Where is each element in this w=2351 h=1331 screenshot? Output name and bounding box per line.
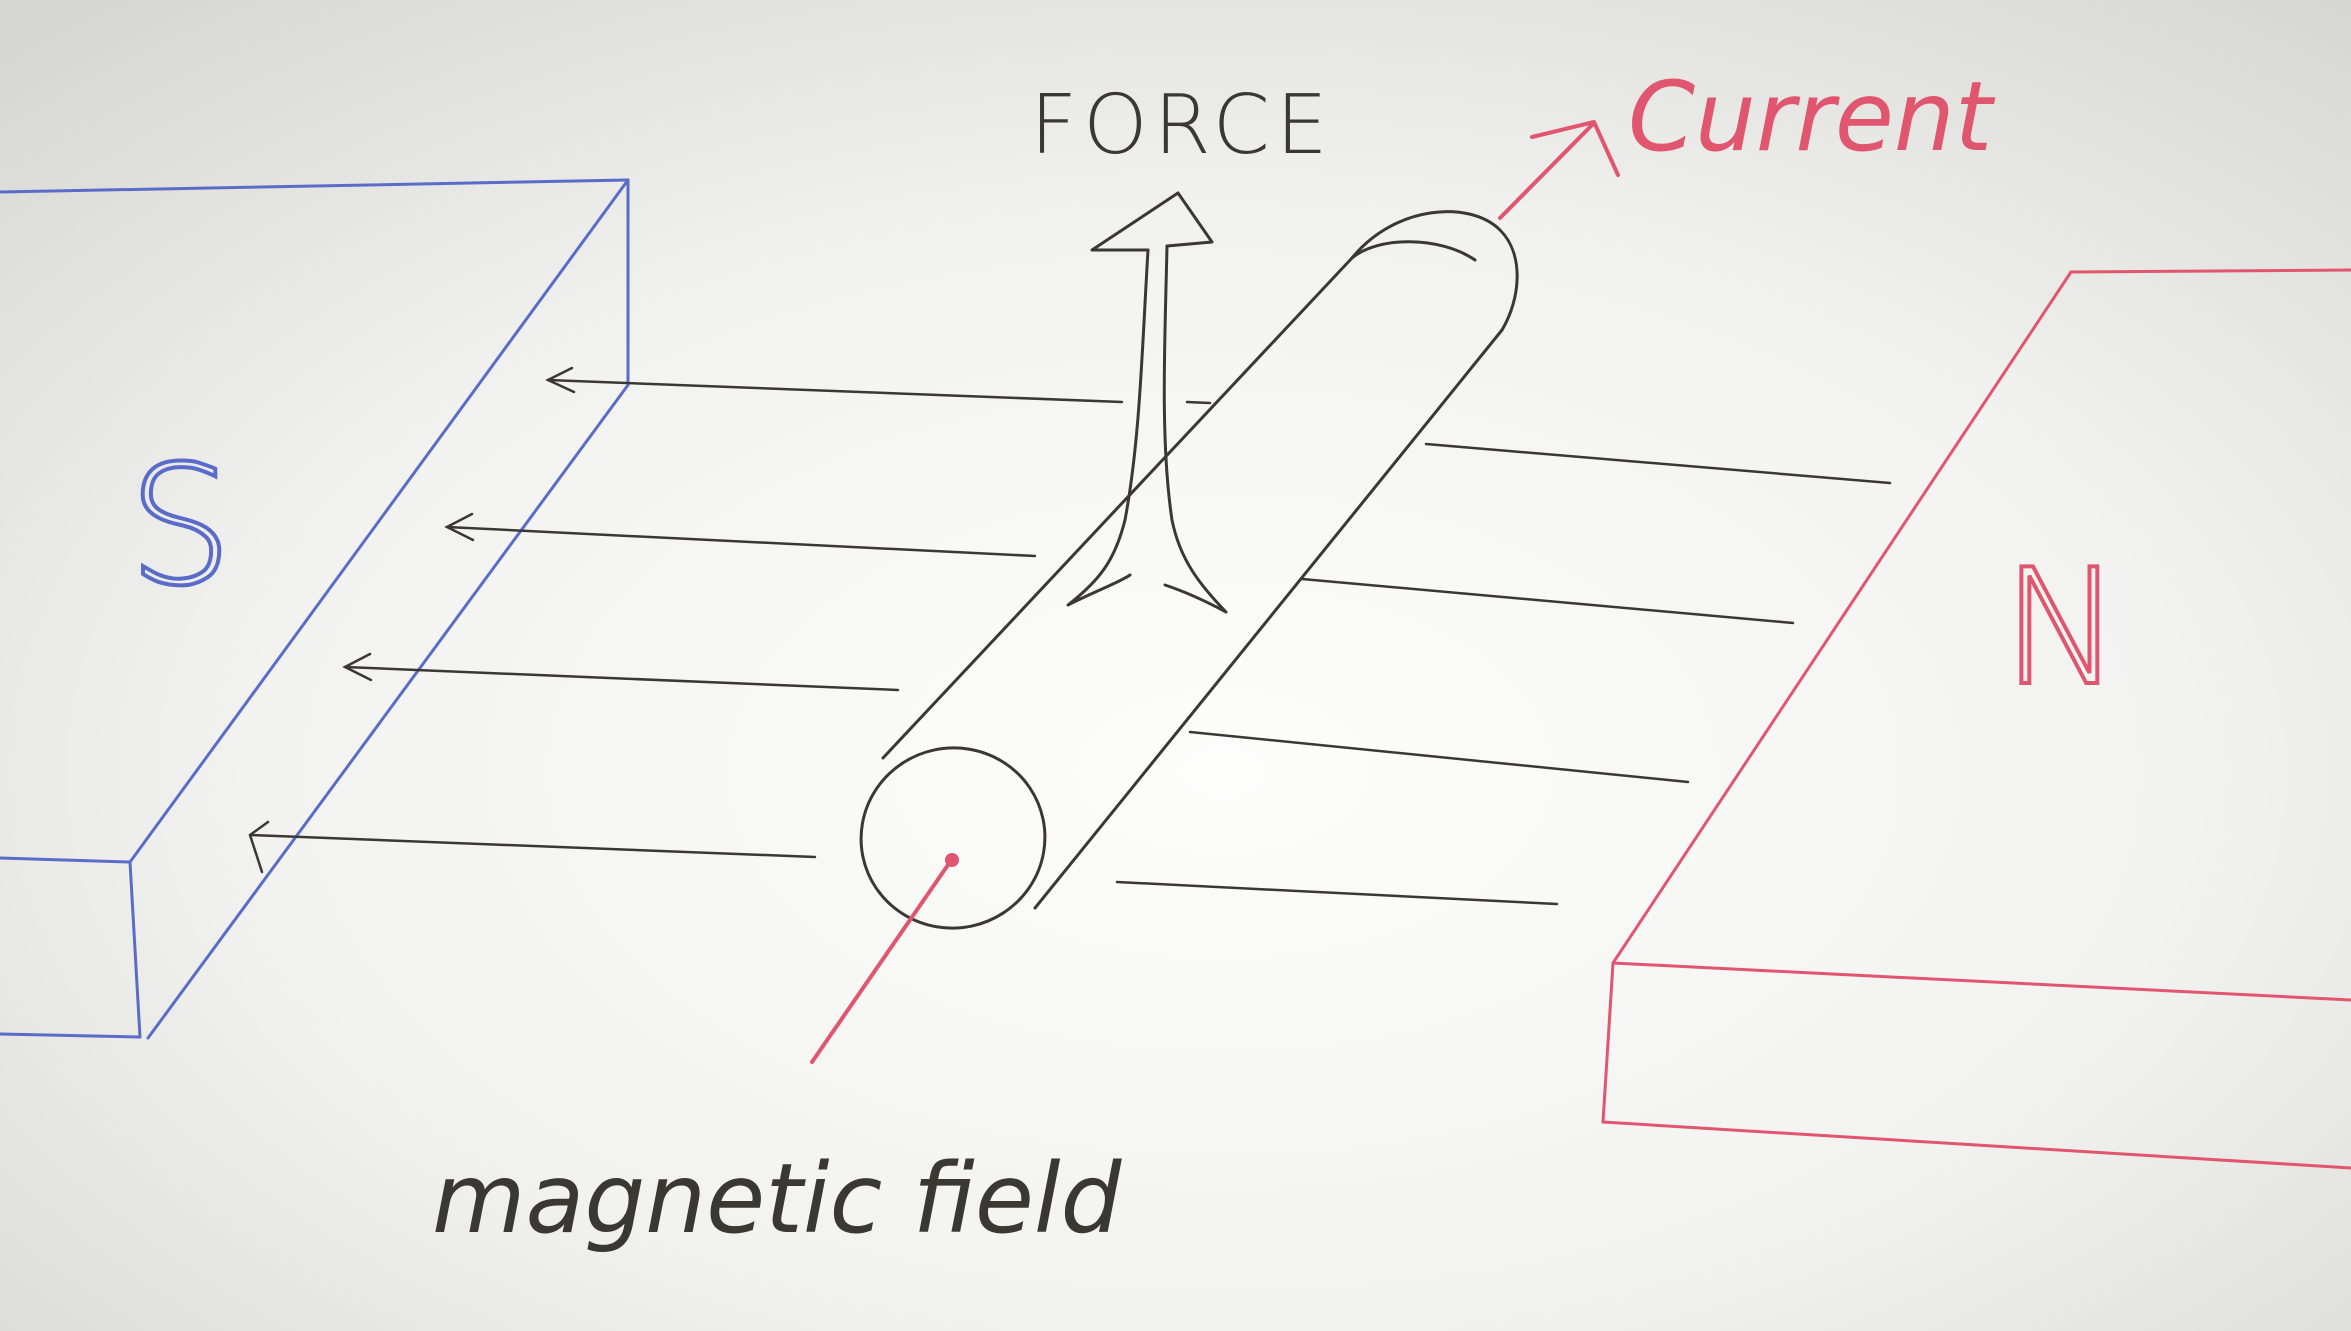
force-label: FORCE <box>1030 78 1334 173</box>
field-line-1-arrow <box>545 366 576 394</box>
field-line-2-arrow <box>444 512 475 542</box>
force-arrow <box>1066 191 1228 614</box>
magnetic-field-label: magnetic field <box>432 1143 1123 1255</box>
field-line-2 <box>445 525 1037 558</box>
current-label: Current <box>1628 61 1996 173</box>
field-lines <box>248 366 1892 906</box>
north-magnet <box>1601 268 2351 1170</box>
south-magnet <box>0 178 630 1040</box>
conductor-end-face <box>859 746 1047 930</box>
south-pole-label: S <box>128 430 233 622</box>
field-line-3 <box>343 665 900 692</box>
field-line-1 <box>546 378 1124 404</box>
current-arrow <box>1498 120 1620 220</box>
field-line-4 <box>248 833 817 859</box>
north-pole-label: N <box>2002 534 2122 721</box>
field-line-3-arrow <box>342 652 373 682</box>
conductor-rod <box>859 210 1519 930</box>
field-pointer <box>810 853 959 1064</box>
field-line-4-arrow <box>248 820 270 874</box>
